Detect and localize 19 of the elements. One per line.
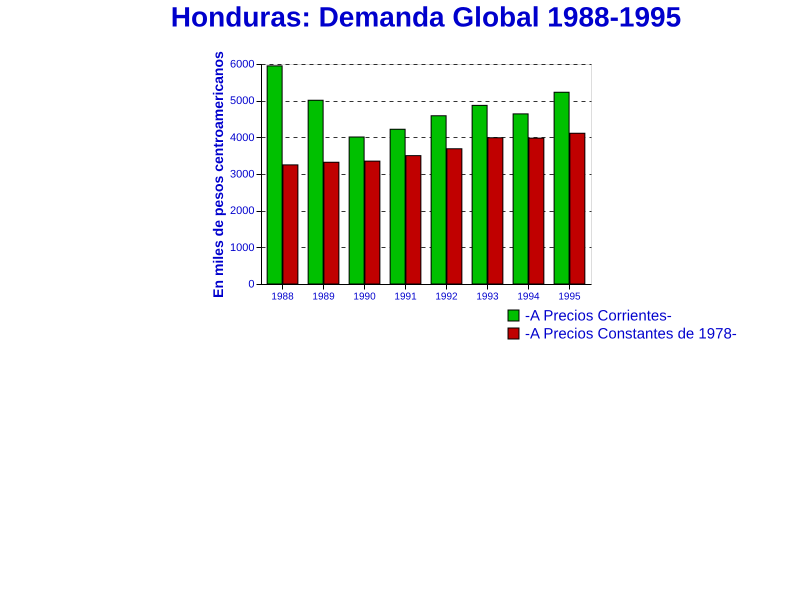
chart-title: Honduras: Demanda Global 1988-1995 <box>170 2 682 33</box>
x-tick-label: 1988 <box>271 292 294 302</box>
y-tick-label: 1000 <box>230 242 254 254</box>
y-axis-title: En miles de pesos centroamericanos <box>210 50 226 298</box>
legend-label: -A Precios Constantes de 1978- <box>525 326 737 342</box>
x-tick-label: 1994 <box>517 292 540 302</box>
x-tick-label: 1990 <box>353 292 376 302</box>
y-tick-label: 6000 <box>230 58 254 70</box>
y-tick-label: 4000 <box>230 132 254 144</box>
legend-label: -A Precios Corrientes- <box>525 308 672 324</box>
y-tick-label: 3000 <box>230 168 254 180</box>
y-tick-label: 2000 <box>230 205 254 218</box>
x-tick-label: 1995 <box>558 292 582 302</box>
x-tick-label: 1989 <box>312 292 336 302</box>
x-tick-label: 1991 <box>394 292 418 302</box>
y-tick-label: 5000 <box>230 95 254 108</box>
y-tick-label: 0 <box>248 278 254 290</box>
x-tick-label: 1993 <box>476 292 500 302</box>
x-tick-label: 1992 <box>435 292 458 302</box>
